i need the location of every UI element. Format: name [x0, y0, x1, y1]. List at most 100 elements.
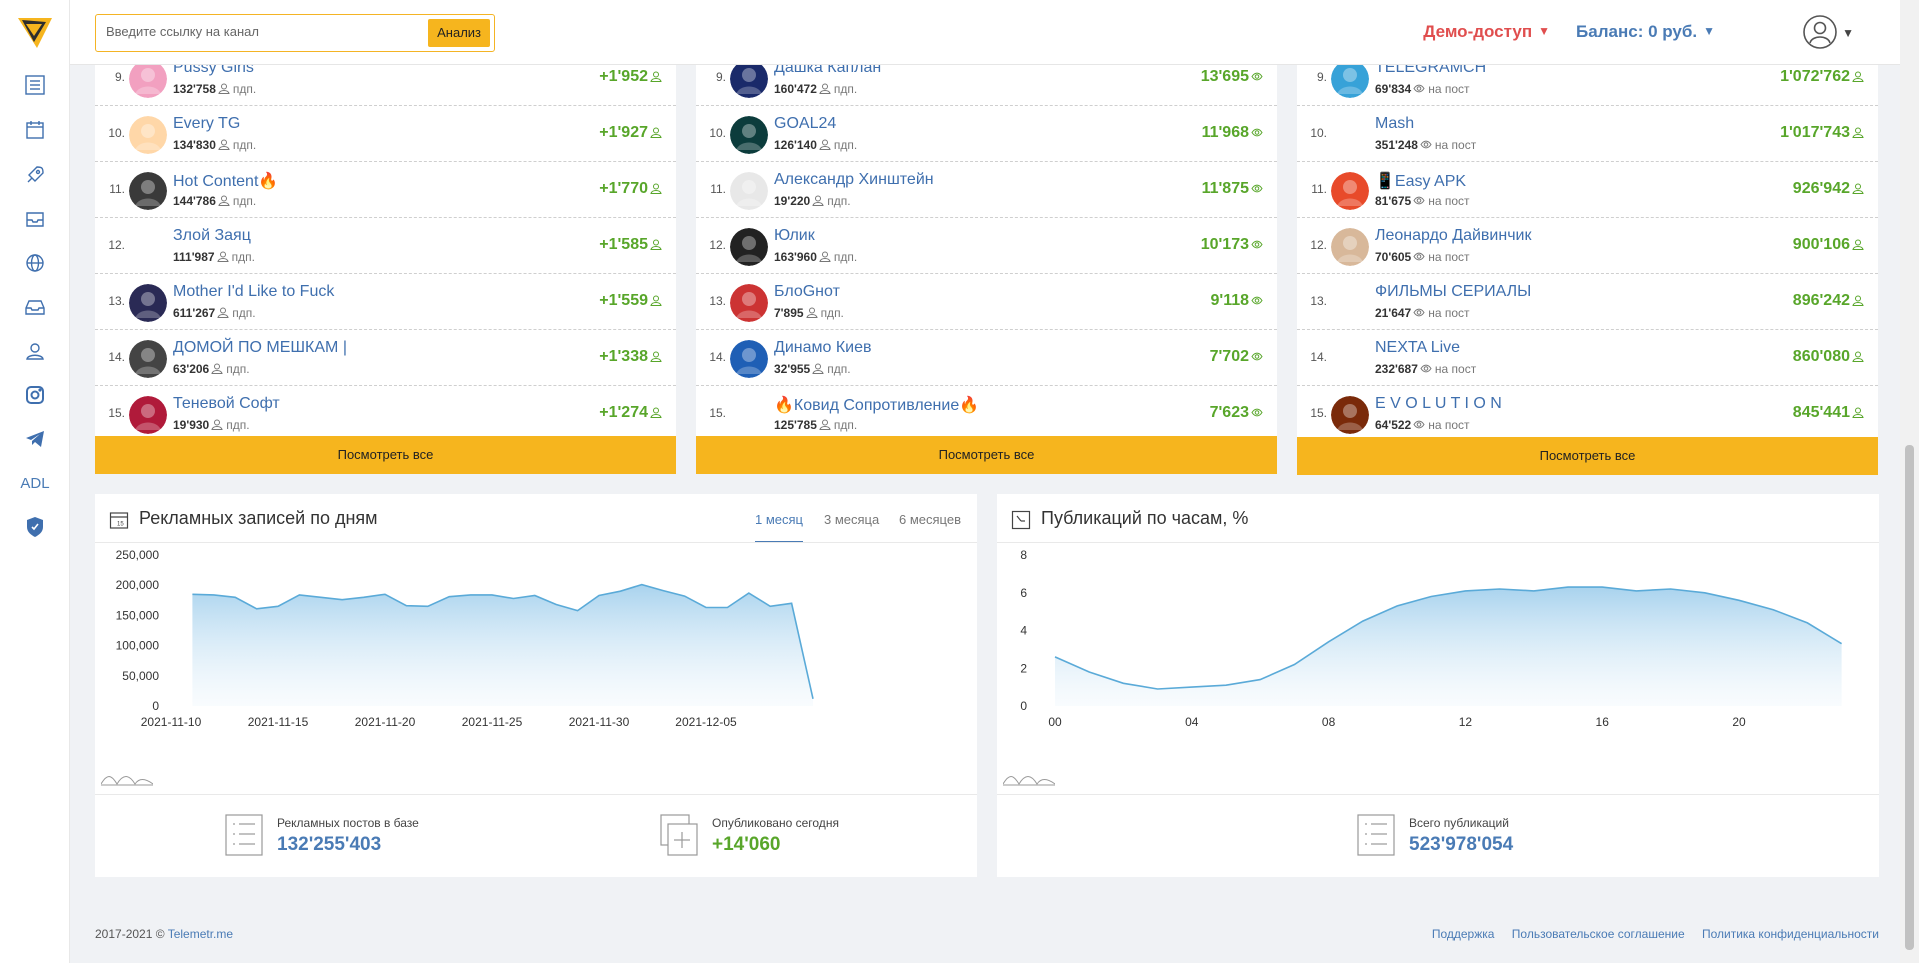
user-avatar-icon[interactable]	[1802, 14, 1838, 50]
list-item[interactable]: 11. 📱Easy APK 81'675 на пост 926'942	[1297, 162, 1878, 218]
channel-avatar[interactable]	[1331, 172, 1369, 210]
data-point[interactable]	[1665, 583, 1677, 595]
chevron-down-icon[interactable]: ▼	[1842, 26, 1854, 40]
data-point[interactable]	[700, 602, 712, 614]
demo-access-dropdown[interactable]: Демо-доступ ▼	[1423, 22, 1550, 42]
list-item[interactable]: 14. Динамо Киев 32'955 пдп. 7'702	[696, 330, 1277, 386]
data-point[interactable]	[251, 603, 263, 615]
channel-name-link[interactable]: ФИЛЬМЫ СЕРИАЛЫ	[1375, 283, 1532, 300]
list-item[interactable]: 9. TELEGRAMCH 69'834 на пост 1'072'762	[1297, 50, 1878, 106]
list-item[interactable]: 12. Леонардо Дайвинчик 70'605 на пост 900'10…	[1297, 218, 1878, 274]
data-point[interactable]	[1049, 651, 1061, 663]
channel-avatar[interactable]	[730, 172, 768, 210]
tab-1-month[interactable]: 1 месяц	[755, 512, 803, 543]
channel-name-link[interactable]: Леонардо Дайвинчик	[1375, 227, 1532, 244]
data-point[interactable]	[550, 599, 562, 611]
channel-search-input[interactable]	[106, 24, 406, 39]
data-point[interactable]	[486, 589, 498, 601]
data-point[interactable]	[1699, 587, 1711, 599]
tray-icon[interactable]	[0, 292, 70, 322]
channel-avatar[interactable]	[129, 228, 167, 266]
data-point[interactable]	[1836, 638, 1848, 650]
balance-dropdown[interactable]: Баланс: 0 руб. ▼	[1576, 22, 1715, 42]
list-item[interactable]: 10. Every TG 134'830 пдп. +1'927	[95, 106, 676, 162]
channel-name-link[interactable]: Every TG	[173, 115, 241, 132]
data-point[interactable]	[1459, 585, 1471, 597]
data-point[interactable]	[636, 579, 648, 591]
data-point[interactable]	[1186, 681, 1198, 693]
data-point[interactable]	[208, 589, 220, 601]
list-item[interactable]: 15. 🔥Ковид Сопротивление🔥 125'785 пдп. 7'623	[696, 386, 1277, 442]
analyze-button[interactable]: Анализ	[428, 19, 490, 47]
channel-name-link[interactable]: Mash	[1375, 115, 1415, 132]
data-point[interactable]	[657, 585, 669, 597]
shield-icon[interactable]	[0, 512, 70, 542]
data-point[interactable]	[293, 589, 305, 601]
channel-avatar[interactable]	[1331, 60, 1369, 98]
list-item[interactable]: 11. Hot Content🔥 144'786 пдп. +1'770	[95, 162, 676, 218]
adl-link[interactable]: ADL	[20, 474, 50, 492]
list-item[interactable]: 15. Теневой Софт 19'930 пдп. +1'274	[95, 386, 676, 442]
channel-name-link[interactable]: Злой Заяц	[173, 227, 251, 244]
channel-avatar[interactable]	[730, 228, 768, 266]
data-point[interactable]	[1767, 604, 1779, 616]
data-point[interactable]	[614, 585, 626, 597]
data-point[interactable]	[1288, 658, 1300, 670]
channel-name-link[interactable]: Александр Хинштейн	[774, 171, 934, 188]
data-point[interactable]	[807, 693, 819, 705]
data-point[interactable]	[443, 591, 455, 603]
list-item[interactable]: 13. Mother I'd Like to Fuck 611'267 пдп. +1'…	[95, 274, 676, 330]
channel-name-link[interactable]: Юлик	[774, 227, 815, 244]
channel-name-link[interactable]: Динамо Киев	[774, 339, 872, 356]
data-point[interactable]	[1425, 591, 1437, 603]
data-point[interactable]	[1528, 585, 1540, 597]
channel-avatar[interactable]	[129, 340, 167, 378]
channel-avatar[interactable]	[1331, 396, 1369, 434]
data-point[interactable]	[1117, 677, 1129, 689]
data-point[interactable]	[1152, 683, 1164, 695]
data-point[interactable]	[1733, 594, 1745, 606]
data-point[interactable]	[465, 589, 477, 601]
channel-avatar[interactable]	[129, 396, 167, 434]
data-point[interactable]	[1220, 679, 1232, 691]
channel-avatar[interactable]	[1331, 228, 1369, 266]
list-item[interactable]: 10. Mash 351'248 на пост 1'017'743	[1297, 106, 1878, 162]
calendar-icon[interactable]	[0, 115, 70, 145]
channel-avatar[interactable]	[129, 284, 167, 322]
list-item[interactable]: 11. Александр Хинштейн 19'220 пдп. 11'875	[696, 162, 1277, 218]
support-link[interactable]: Поддержка	[1431, 927, 1495, 941]
data-point[interactable]	[529, 589, 541, 601]
channel-name-link[interactable]: БлоGнот	[774, 283, 840, 300]
scrollbar-thumb[interactable]	[1905, 445, 1914, 950]
channel-name-link[interactable]: Hot Content🔥	[173, 173, 279, 190]
data-point[interactable]	[764, 600, 776, 612]
users-icon[interactable]	[0, 336, 70, 366]
list-item[interactable]: 13. БлоGнот 7'895 пдп. 9'118	[696, 274, 1277, 330]
telemetr-logo[interactable]	[16, 14, 54, 50]
list-item[interactable]: 13. ФИЛЬМЫ СЕРИАЛЫ 21'647 на пост 896'242	[1297, 274, 1878, 330]
channel-avatar[interactable]	[1331, 116, 1369, 154]
data-point[interactable]	[422, 600, 434, 612]
list-item[interactable]: 12. Злой Заяц 111'987 пдп. +1'585	[95, 218, 676, 274]
channel-name-link[interactable]: Теневой Софт	[173, 395, 280, 412]
data-point[interactable]	[400, 600, 412, 612]
channel-avatar[interactable]	[129, 60, 167, 98]
channel-avatar[interactable]	[129, 172, 167, 210]
channel-avatar[interactable]	[1331, 340, 1369, 378]
data-point[interactable]	[1801, 617, 1813, 629]
data-point[interactable]	[786, 597, 798, 609]
channel-name-link[interactable]: 🔥Ковид Сопротивление🔥	[774, 397, 980, 414]
data-point[interactable]	[336, 594, 348, 606]
inbox-icon[interactable]	[0, 204, 70, 234]
channel-name-link[interactable]: 📱Easy APK	[1375, 173, 1467, 190]
data-point[interactable]	[358, 591, 370, 603]
channel-avatar[interactable]	[730, 340, 768, 378]
data-point[interactable]	[507, 592, 519, 604]
data-point[interactable]	[593, 589, 605, 601]
globe-icon[interactable]	[0, 248, 70, 278]
tab-6-months[interactable]: 6 месяцев	[899, 512, 961, 527]
instagram-icon[interactable]	[0, 380, 70, 410]
list-item[interactable]: 14. NEXTA Live 232'687 на пост 860'080	[1297, 330, 1878, 386]
channel-avatar[interactable]	[730, 60, 768, 98]
data-point[interactable]	[379, 588, 391, 600]
